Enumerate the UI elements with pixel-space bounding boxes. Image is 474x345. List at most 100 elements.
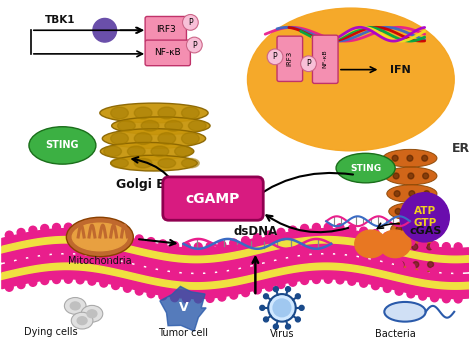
Ellipse shape (29, 127, 96, 164)
Ellipse shape (151, 146, 169, 157)
Circle shape (454, 295, 462, 303)
Circle shape (273, 287, 278, 292)
Circle shape (53, 249, 61, 257)
Ellipse shape (336, 153, 395, 183)
Circle shape (64, 275, 72, 283)
Circle shape (29, 253, 37, 261)
Text: cGAS: cGAS (410, 226, 442, 236)
Circle shape (230, 266, 237, 274)
Circle shape (336, 249, 344, 257)
Circle shape (430, 267, 438, 275)
Ellipse shape (66, 217, 133, 257)
Text: Golgi Body: Golgi Body (116, 178, 191, 191)
FancyBboxPatch shape (277, 36, 302, 81)
Circle shape (407, 263, 415, 271)
Circle shape (427, 244, 433, 250)
Circle shape (88, 252, 96, 259)
Ellipse shape (134, 107, 152, 119)
Circle shape (419, 266, 427, 274)
Circle shape (242, 263, 249, 271)
Circle shape (230, 291, 237, 299)
Circle shape (299, 305, 304, 310)
Circle shape (372, 229, 379, 237)
Circle shape (454, 269, 462, 277)
Circle shape (277, 280, 285, 288)
Ellipse shape (112, 117, 210, 135)
Circle shape (422, 155, 428, 161)
Circle shape (254, 260, 261, 268)
Circle shape (348, 225, 356, 233)
Circle shape (423, 173, 428, 179)
Ellipse shape (387, 185, 437, 203)
Circle shape (265, 283, 273, 291)
Circle shape (53, 276, 61, 284)
Circle shape (88, 251, 96, 258)
Circle shape (268, 294, 296, 322)
Circle shape (442, 268, 450, 276)
Circle shape (424, 191, 429, 197)
Circle shape (41, 251, 49, 259)
Circle shape (76, 249, 84, 257)
Circle shape (265, 258, 273, 265)
Circle shape (112, 229, 119, 237)
Circle shape (273, 324, 278, 329)
Circle shape (285, 287, 291, 292)
Circle shape (100, 254, 108, 262)
Circle shape (324, 249, 332, 257)
FancyBboxPatch shape (145, 17, 186, 42)
Circle shape (426, 226, 431, 232)
Circle shape (395, 262, 403, 269)
Circle shape (230, 265, 237, 273)
Ellipse shape (182, 132, 199, 145)
Circle shape (324, 250, 332, 258)
Circle shape (254, 234, 261, 242)
Circle shape (407, 155, 413, 161)
Ellipse shape (128, 146, 145, 157)
Circle shape (171, 267, 179, 275)
FancyBboxPatch shape (145, 40, 191, 66)
Polygon shape (160, 286, 206, 331)
Circle shape (194, 269, 202, 277)
Circle shape (289, 252, 297, 259)
Circle shape (336, 250, 344, 258)
Ellipse shape (189, 120, 206, 131)
Circle shape (273, 299, 291, 317)
Ellipse shape (70, 302, 80, 310)
Circle shape (264, 294, 268, 299)
Text: P: P (192, 40, 197, 50)
Circle shape (360, 227, 367, 235)
Circle shape (454, 243, 462, 251)
Ellipse shape (64, 297, 86, 314)
Circle shape (29, 278, 37, 286)
Circle shape (147, 264, 155, 272)
Ellipse shape (110, 155, 197, 171)
Circle shape (100, 253, 108, 260)
Circle shape (277, 254, 285, 262)
Circle shape (5, 231, 13, 239)
Text: ER: ER (452, 142, 470, 155)
Circle shape (430, 294, 438, 302)
Ellipse shape (100, 142, 194, 160)
Circle shape (218, 268, 226, 275)
Circle shape (383, 259, 391, 267)
Text: Bacteria: Bacteria (375, 329, 416, 339)
Ellipse shape (355, 230, 386, 258)
Circle shape (412, 244, 418, 250)
Circle shape (171, 268, 179, 276)
Circle shape (254, 286, 261, 294)
Ellipse shape (158, 158, 176, 168)
Circle shape (88, 277, 96, 285)
Text: NF-κB: NF-κB (155, 48, 181, 57)
Circle shape (182, 14, 198, 30)
Circle shape (159, 240, 167, 248)
Circle shape (135, 262, 143, 269)
Text: cGAMP: cGAMP (186, 191, 240, 206)
FancyBboxPatch shape (312, 35, 338, 83)
Ellipse shape (379, 230, 411, 258)
Circle shape (147, 263, 155, 271)
Circle shape (17, 281, 25, 288)
Text: P: P (188, 18, 193, 27)
Circle shape (312, 250, 320, 258)
Circle shape (419, 292, 427, 300)
Circle shape (383, 285, 391, 292)
